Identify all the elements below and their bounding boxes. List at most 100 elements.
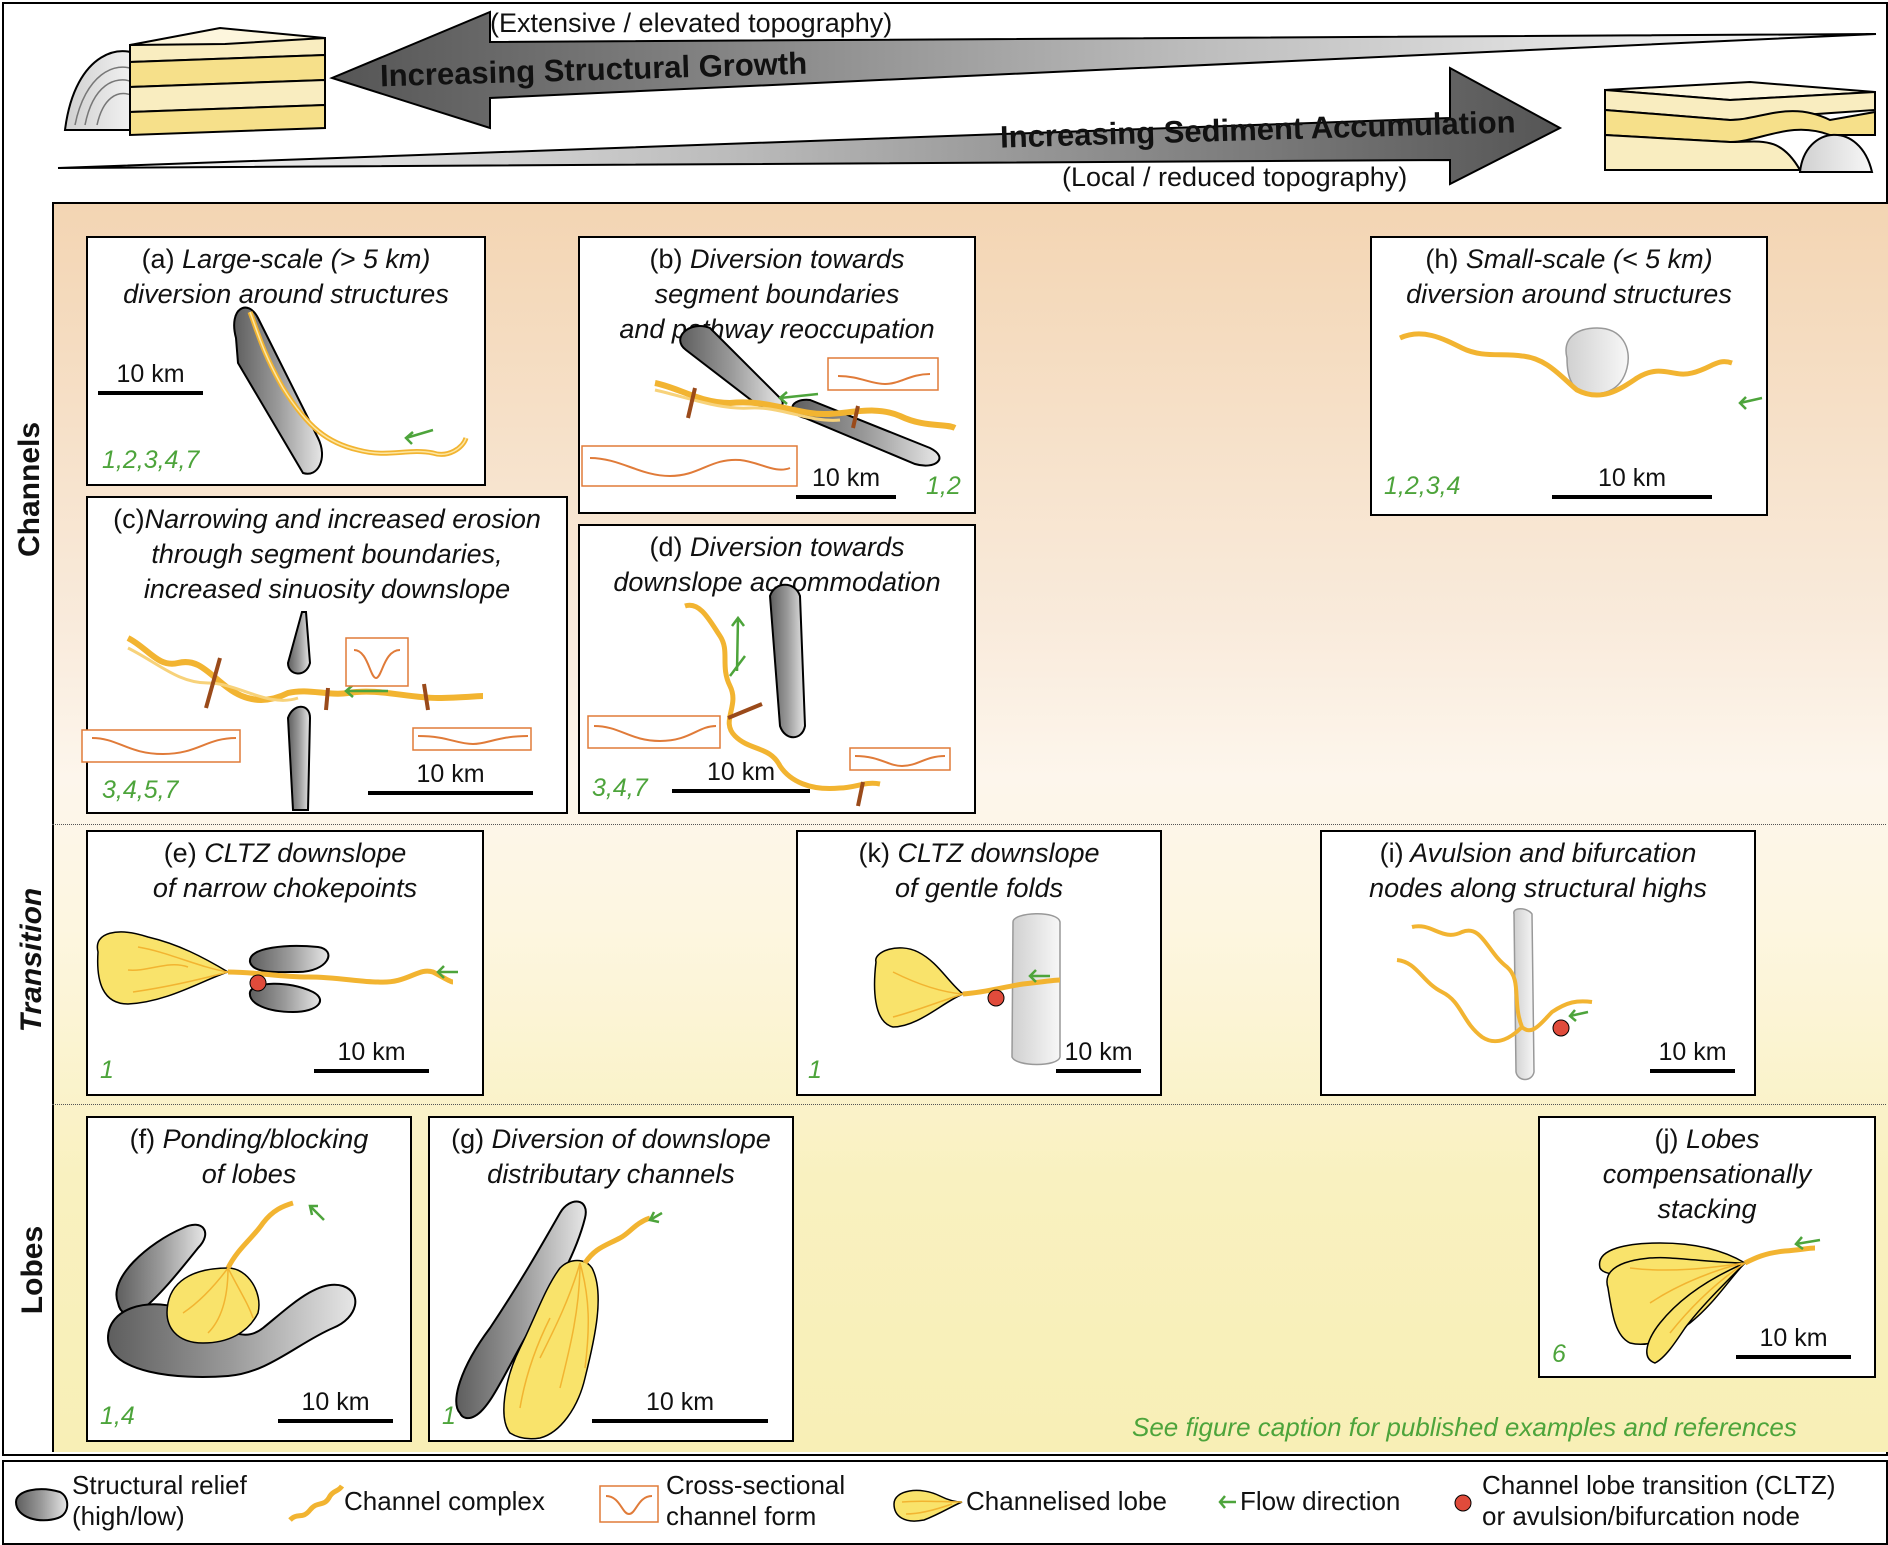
legend-channelised-lobe: Channelised lobe bbox=[966, 1486, 1167, 1516]
panel-g: (g) Diversion of downslope distributary c… bbox=[428, 1116, 794, 1442]
legend-label: (high/low) bbox=[72, 1501, 185, 1531]
scale-label: 10 km bbox=[116, 360, 185, 388]
panel-title: compensationally bbox=[1602, 1159, 1812, 1189]
row-label-transition: Transition bbox=[15, 887, 48, 1033]
legend-cross-section: Cross-sectional channel form bbox=[666, 1470, 845, 1532]
legend-label: Cross-sectional bbox=[666, 1470, 846, 1500]
sediment-accumulation-caption: (Local / reduced topography) bbox=[1062, 162, 1408, 192]
panel-h: (h) Small-scale (< 5 km) diversion around… bbox=[1370, 236, 1768, 516]
panel-title: segment boundaries bbox=[654, 279, 900, 309]
block-diagram-left-icon bbox=[63, 26, 326, 137]
panel-e: (e) CLTZ downslope of narrow chokepoints … bbox=[86, 830, 484, 1096]
panel-title: of lobes bbox=[201, 1159, 297, 1189]
reference-numbers: 1,2,3,4 bbox=[1384, 472, 1461, 500]
scale-label: 10 km bbox=[337, 1038, 406, 1066]
scale-bar: 10 km bbox=[1056, 1038, 1141, 1073]
legend-channel-complex: Channel complex bbox=[344, 1486, 545, 1516]
panel-c-illustration bbox=[81, 611, 532, 811]
legend-label: or avulsion/bifurcation node bbox=[1482, 1501, 1800, 1531]
panel-title: Avulsion and bifurcation bbox=[1410, 838, 1697, 868]
panel-letter: (e) bbox=[163, 838, 197, 868]
row-divider-transition bbox=[52, 824, 1886, 825]
panel-a: (a) Large-scale (> 5 km) diversion around… bbox=[86, 236, 486, 486]
panel-k-illustration bbox=[873, 913, 1061, 1066]
reference-numbers: 3,4,5,7 bbox=[102, 776, 179, 804]
structural-growth-arrow bbox=[57, 10, 1877, 186]
row-label-channels: Channels bbox=[13, 421, 46, 557]
panel-h-illustration bbox=[1398, 327, 1763, 410]
block-diagram-right-icon bbox=[1604, 80, 1876, 173]
panel-title: CLTZ downslope bbox=[204, 838, 407, 868]
panel-i-illustration bbox=[1396, 908, 1593, 1081]
scale-bar: 10 km bbox=[796, 464, 896, 499]
structural-growth-caption: (Extensive / elevated topography) bbox=[490, 8, 893, 38]
footnote: See figure caption for published example… bbox=[1132, 1412, 1797, 1442]
flow-direction-icon bbox=[1218, 1495, 1236, 1509]
scale-label: 10 km bbox=[811, 464, 881, 492]
panel-title: diversion around structures bbox=[123, 279, 449, 309]
panel-letter: (i) bbox=[1379, 838, 1404, 868]
legend-cltz: Channel lobe transition (CLTZ) or avulsio… bbox=[1482, 1470, 1836, 1532]
panel-title: diversion around structures bbox=[1406, 279, 1732, 309]
scale-bar: 10 km bbox=[672, 758, 810, 793]
panel-letter: (d) bbox=[649, 532, 683, 562]
panel-title: through segment boundaries, bbox=[151, 539, 503, 569]
panel-b-illustration bbox=[581, 325, 957, 487]
panel-title: Diversion towards bbox=[689, 532, 905, 562]
cltz-node-icon bbox=[1454, 1494, 1472, 1512]
panel-letter: (h) bbox=[1425, 244, 1459, 274]
reference-numbers: 1,2,3,4,7 bbox=[102, 446, 200, 474]
panel-c: (c)Narrowing and increased erosion throug… bbox=[81, 496, 568, 814]
panel-a-illustration bbox=[233, 306, 469, 475]
legend-label: Structural relief bbox=[72, 1470, 247, 1500]
structural-relief-icon bbox=[14, 1488, 69, 1522]
legend-structural-relief: Structural relief (high/low) bbox=[72, 1470, 247, 1532]
reference-numbers: 1 bbox=[442, 1402, 456, 1430]
panel-title: Large-scale (> 5 km) bbox=[182, 244, 431, 274]
reference-numbers: 1,4 bbox=[100, 1402, 135, 1430]
panel-title: and pathway reoccupation bbox=[619, 314, 935, 344]
panel-b: (b) Diversion towards segment boundaries a… bbox=[578, 236, 976, 514]
panel-title: of gentle folds bbox=[894, 873, 1064, 903]
panel-letter: (f) bbox=[129, 1124, 156, 1154]
panel-d-illustration bbox=[587, 583, 951, 807]
panel-f-illustration bbox=[106, 1200, 357, 1379]
legend-label: channel form bbox=[666, 1501, 817, 1531]
panel-title: CLTZ downslope bbox=[897, 838, 1100, 868]
panel-d: (d) Diversion towards downslope accommoda… bbox=[578, 524, 976, 814]
reference-numbers: 1 bbox=[808, 1056, 822, 1084]
reference-numbers: 3,4,7 bbox=[592, 774, 648, 802]
panel-j: (j) Lobes compensationally stacking 10 km … bbox=[1538, 1116, 1876, 1378]
row-label-lobes: Lobes bbox=[16, 1225, 49, 1315]
panel-title: distributary channels bbox=[487, 1159, 735, 1189]
scale-label: 10 km bbox=[1658, 1038, 1727, 1066]
scale-label: 10 km bbox=[1759, 1324, 1828, 1352]
row-divider-lobes bbox=[52, 1104, 1886, 1105]
scale-label: 10 km bbox=[1064, 1038, 1133, 1066]
panel-i: (i) Avulsion and bifurcation nodes along … bbox=[1320, 830, 1756, 1096]
scale-bar: 10 km bbox=[98, 360, 203, 395]
panel-title: Ponding/blocking bbox=[162, 1124, 369, 1154]
panel-title: stacking bbox=[1657, 1194, 1757, 1224]
panel-letter: (j) bbox=[1654, 1124, 1679, 1154]
cross-section-icon bbox=[599, 1485, 659, 1523]
panel-title: Narrowing and increased erosion bbox=[144, 504, 541, 534]
panel-g-illustration bbox=[455, 1200, 663, 1440]
panel-title: of narrow chokepoints bbox=[152, 873, 418, 903]
scale-label: 10 km bbox=[1597, 464, 1667, 492]
panel-e-illustration bbox=[96, 931, 458, 1014]
panel-title: nodes along structural highs bbox=[1369, 873, 1707, 903]
panel-letter: (k) bbox=[858, 838, 890, 868]
panel-j-illustration bbox=[1598, 1236, 1821, 1364]
scale-bar: 10 km bbox=[278, 1388, 393, 1423]
scale-bar: 10 km bbox=[1650, 1038, 1735, 1073]
panel-title: Diversion towards bbox=[689, 244, 905, 274]
channelised-lobe-icon bbox=[893, 1489, 963, 1522]
scale-label: 10 km bbox=[416, 760, 485, 788]
channel-complex-icon bbox=[288, 1484, 345, 1522]
legend: Structural relief (high/low) Channel comp… bbox=[2, 1460, 1888, 1545]
scale-bar: 10 km bbox=[1552, 464, 1712, 499]
panel-title: increased sinuosity downslope bbox=[143, 574, 511, 604]
legend-label: Channel lobe transition (CLTZ) bbox=[1482, 1470, 1836, 1500]
scale-label: 10 km bbox=[706, 758, 776, 786]
